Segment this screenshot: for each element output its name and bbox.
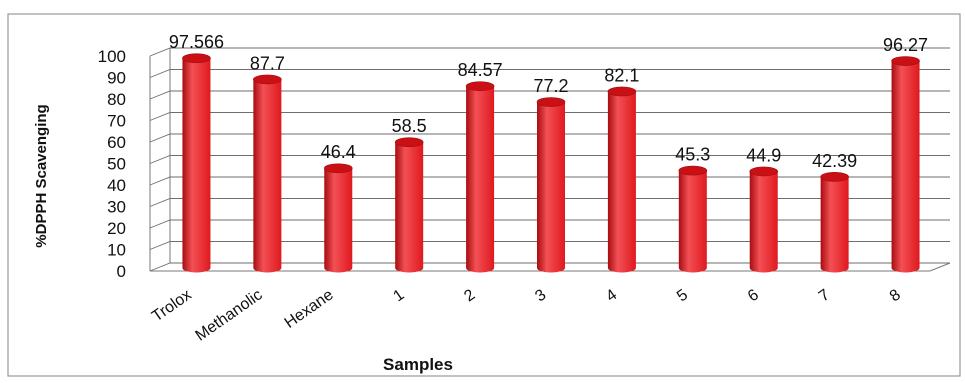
bar-top bbox=[536, 97, 566, 107]
bar bbox=[678, 165, 708, 273]
bar-body bbox=[537, 102, 565, 273]
bar-top bbox=[749, 166, 779, 177]
y-tick-label: 50 bbox=[107, 155, 126, 174]
bar-body bbox=[182, 58, 211, 273]
bar bbox=[820, 172, 849, 273]
data-label: 46.4 bbox=[321, 142, 356, 162]
bar-top bbox=[891, 56, 920, 66]
y-tick-label: 20 bbox=[107, 219, 126, 238]
bar-body bbox=[324, 168, 353, 273]
bar-top bbox=[678, 165, 708, 176]
gridline bbox=[149, 47, 950, 57]
y-tick-label: 80 bbox=[107, 90, 126, 109]
bar bbox=[394, 137, 424, 273]
bar-body bbox=[749, 171, 778, 273]
gridline bbox=[149, 133, 950, 143]
bars bbox=[182, 53, 920, 273]
bar-body bbox=[891, 61, 920, 273]
y-tick-label: 60 bbox=[107, 133, 126, 152]
bar-body bbox=[820, 176, 849, 273]
bar-top bbox=[323, 163, 353, 174]
data-label: 96.27 bbox=[883, 35, 928, 55]
bar-top bbox=[394, 137, 424, 148]
y-tick-label: 30 bbox=[107, 198, 126, 217]
bar bbox=[323, 163, 353, 273]
bar bbox=[182, 53, 211, 273]
bar-body bbox=[253, 79, 282, 273]
data-label: 97.566 bbox=[169, 32, 224, 52]
bar-body bbox=[466, 86, 495, 273]
bar-top bbox=[465, 81, 495, 91]
y-tick-label: 0 bbox=[117, 262, 126, 281]
data-label: 42.39 bbox=[812, 151, 857, 171]
bar-body bbox=[607, 91, 636, 273]
data-label: 82.1 bbox=[604, 65, 639, 85]
y-tick-label: 40 bbox=[107, 176, 126, 195]
x-axis-title: Samples bbox=[383, 355, 453, 374]
bar bbox=[253, 74, 282, 273]
data-label: 44.9 bbox=[746, 145, 781, 165]
bar bbox=[891, 56, 920, 273]
bar-body bbox=[395, 142, 424, 273]
data-label: 87.7 bbox=[250, 53, 285, 73]
data-label: 58.5 bbox=[392, 116, 427, 136]
data-label: 77.2 bbox=[533, 76, 568, 96]
bar-top bbox=[253, 74, 282, 85]
data-label: 84.57 bbox=[458, 60, 503, 80]
gridline bbox=[149, 69, 950, 78]
y-tick-label: 70 bbox=[107, 112, 126, 131]
gridline bbox=[149, 90, 950, 100]
data-label: 45.3 bbox=[675, 145, 710, 165]
bar-body bbox=[678, 170, 707, 273]
bar-top bbox=[607, 86, 637, 97]
y-tick-label: 10 bbox=[107, 241, 126, 260]
y-tick-label: 90 bbox=[107, 69, 126, 88]
bar bbox=[465, 81, 495, 273]
data-labels: 97.566 87.7 46.4 58.5 84.57 77.2 82.1 45.3 44.9 4… bbox=[169, 32, 928, 171]
bar bbox=[607, 86, 637, 273]
bar bbox=[536, 97, 566, 273]
gridline bbox=[149, 112, 950, 121]
y-axis-title: %DPPH Scavenging bbox=[33, 104, 50, 247]
bar bbox=[749, 166, 779, 273]
y-tick-label: 100 bbox=[98, 47, 126, 66]
bar-top bbox=[820, 172, 849, 182]
gridline bbox=[149, 155, 950, 164]
bar-top bbox=[182, 53, 211, 64]
y-tick-labels: 0 10 20 30 40 50 60 70 80 90 100 bbox=[98, 47, 126, 281]
